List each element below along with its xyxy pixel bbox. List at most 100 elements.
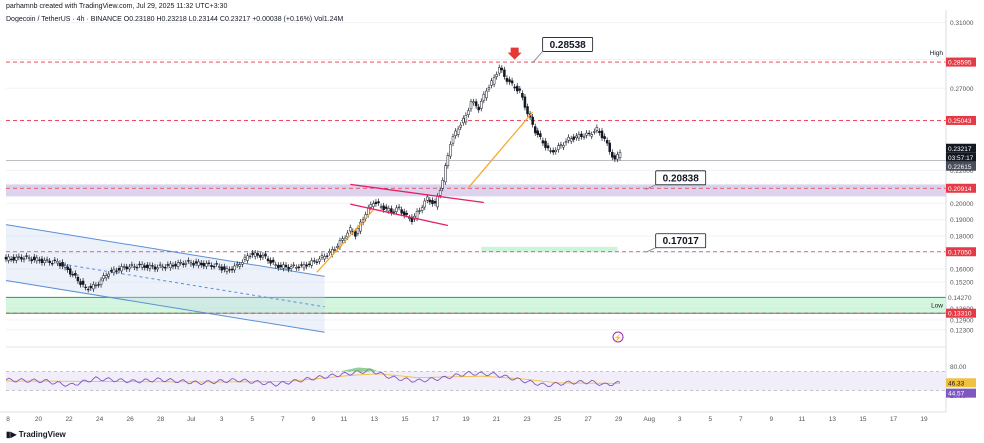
candle-body (523, 96, 527, 108)
candle-body (310, 260, 313, 266)
candle-body (71, 273, 75, 276)
candle-body (480, 101, 483, 109)
y-tick-label: 0.31000 (950, 20, 974, 27)
callout-pointer (532, 51, 543, 64)
candle-body (7, 256, 10, 261)
candle-body (22, 258, 26, 260)
candle-body (400, 209, 403, 214)
last-price-badge (946, 143, 976, 153)
x-tick-label: 25 (554, 416, 562, 423)
candle-body (518, 88, 522, 91)
candle-body (531, 116, 534, 125)
candle-body (277, 264, 280, 269)
candle-body (66, 266, 69, 270)
countdown-badge (946, 152, 976, 162)
candle-body (158, 264, 162, 266)
y-tick-label: 0.12300 (950, 327, 974, 334)
candle-body (130, 264, 134, 266)
lightning-glyph: ⚡ (614, 333, 623, 342)
candle-body (521, 93, 524, 98)
candle-body (559, 144, 563, 146)
high-badge (946, 57, 976, 67)
rsi-tick-label: 80.00 (950, 364, 967, 371)
candle-body (598, 130, 601, 133)
candle-body (43, 260, 46, 264)
candle-body (444, 165, 447, 183)
candle-body (428, 199, 432, 203)
candle-body (564, 141, 568, 143)
x-tick-label: 11 (340, 416, 347, 423)
candle-body (436, 195, 439, 208)
candle-body (292, 264, 295, 266)
red-down-arrow-icon (507, 47, 522, 60)
candle-body (58, 262, 62, 267)
candle-body (248, 255, 252, 258)
x-tick-label: 9 (770, 416, 774, 423)
candle-body (354, 231, 357, 237)
callout-pointer (645, 247, 656, 253)
candle-body (446, 155, 450, 167)
candle-body (616, 154, 619, 160)
candle-body (238, 264, 242, 267)
last-price-text: 0.23217 (948, 146, 972, 153)
level-badge (946, 247, 976, 257)
green-demand-zone (6, 297, 946, 314)
candle-body (176, 262, 180, 267)
x-tick-label: Aug (643, 416, 655, 423)
candle-body (135, 266, 139, 269)
x-tick-label: 5 (250, 416, 254, 423)
candle-body (359, 221, 362, 232)
candle-body (433, 201, 437, 204)
rsi-ma-value: 46.33 (948, 380, 965, 387)
candle-body (202, 263, 206, 267)
candle-body (50, 263, 54, 265)
x-tick-label: 7 (739, 416, 743, 423)
y-tick-label: 0.12900 (950, 317, 974, 324)
candle-body (192, 263, 195, 266)
candle-body (53, 259, 57, 262)
candle-body (148, 264, 152, 269)
candle-body (500, 67, 504, 71)
x-tick-label: 3 (678, 416, 682, 423)
candle-body (613, 155, 617, 160)
candle-body (418, 210, 421, 212)
candle-body (182, 263, 185, 265)
candle-body (431, 200, 434, 205)
candle-body (289, 266, 293, 269)
candle-body (420, 207, 424, 211)
x-tick-label: 13 (829, 416, 837, 423)
candle-body (84, 286, 87, 289)
candle-body (297, 266, 301, 269)
candle-body (569, 138, 573, 142)
rsi-ma-line (5, 373, 621, 384)
candle-body (284, 264, 288, 268)
candle-body (313, 260, 316, 262)
candle-body (546, 145, 550, 149)
candle-body (572, 136, 576, 140)
candle-body (423, 200, 427, 208)
candle-body (256, 253, 260, 256)
candle-body (315, 261, 319, 263)
x-tick-label: 9 (312, 416, 316, 423)
channel-lower-line (5, 280, 325, 333)
candle-body (513, 86, 516, 89)
candle-body (408, 217, 411, 219)
candle-body (577, 133, 581, 139)
candle-body (94, 284, 98, 287)
candle-body (562, 144, 565, 148)
candle-body (146, 264, 149, 269)
candle-body (86, 288, 90, 291)
candle-body (169, 263, 172, 269)
candle-body (426, 196, 429, 201)
candle-body (605, 140, 609, 144)
candle-body (171, 264, 175, 267)
candle-body (320, 255, 324, 258)
candle-body (318, 258, 321, 262)
y-tick-label: 0.20000 (950, 201, 974, 208)
candle-body (390, 208, 393, 213)
candle-body (438, 190, 442, 196)
candle-body (120, 266, 123, 272)
y-tick-label: 0.16000 (950, 267, 974, 274)
